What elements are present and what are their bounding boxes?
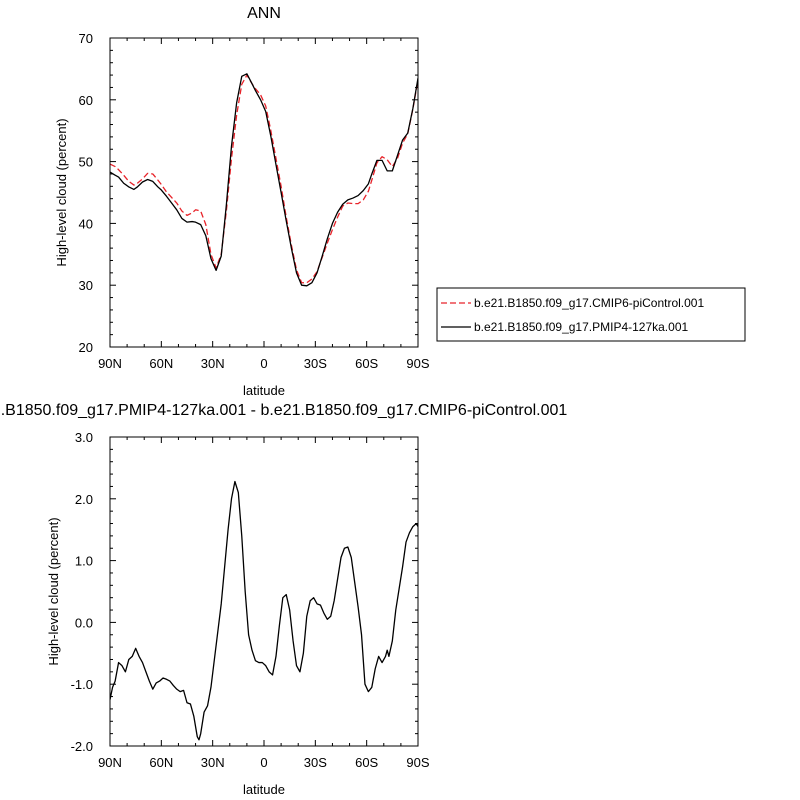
y-tick-label: 2.0 xyxy=(75,492,93,507)
x-tick-label: 60N xyxy=(149,755,173,770)
upper-chart: ANN 90N 60N 30N 0 30S 60S 90S 20 30 40 50 60 70 latitu… xyxy=(54,5,746,398)
legend-label: b.e21.B1850.f09_g17.CMIP6-piControl.001 xyxy=(474,296,704,310)
x-tick-label: 90S xyxy=(406,755,429,770)
chart-title: ANN xyxy=(247,5,281,22)
legend: b.e21.B1850.f09_g17.CMIP6-piControl.001b… xyxy=(436,287,746,342)
x-axis-label: latitude xyxy=(243,383,285,398)
legend-label: b.e21.B1850.f09_g17.PMIP4-127ka.001 xyxy=(474,320,688,334)
x-tick-label: 0 xyxy=(260,755,267,770)
x-tick-label: 30S xyxy=(304,356,327,371)
chart-title: b.e21.B1850.f09_g17.PMIP4-127ka.001 - b.… xyxy=(0,402,567,419)
x-axis-label: latitude xyxy=(243,782,285,797)
y-tick-label: 20 xyxy=(79,340,93,355)
y-tick-label: -1.0 xyxy=(71,677,93,692)
x-tick-label: 90S xyxy=(406,356,429,371)
y-tick-label: 70 xyxy=(79,31,93,46)
difference-chart: b.e21.B1850.f09_g17.PMIP4-127ka.001 - b.… xyxy=(0,402,567,797)
x-tick-label: 30N xyxy=(201,356,225,371)
x-tick-label: 90N xyxy=(98,755,122,770)
x-tick-label: 90N xyxy=(98,356,122,371)
x-tick-label: 60S xyxy=(355,356,378,371)
plot-frame xyxy=(109,436,419,747)
plot-frame xyxy=(109,37,419,348)
y-tick-label: 3.0 xyxy=(75,430,93,445)
x-tick-label: 60N xyxy=(149,356,173,371)
y-tick-label: -2.0 xyxy=(71,739,93,754)
y-axis-label: High-level cloud (percent) xyxy=(46,517,61,665)
series-line-series-0 xyxy=(110,74,418,284)
series-line-difference xyxy=(110,480,418,741)
y-tick-label: 50 xyxy=(79,155,93,170)
x-tick-label: 0 xyxy=(260,356,267,371)
x-tick-label: 30S xyxy=(304,755,327,770)
x-tick-label: 60S xyxy=(355,755,378,770)
legend-box xyxy=(436,287,746,342)
y-tick-label: 0.0 xyxy=(75,615,93,630)
y-axis-label: High-level cloud (percent) xyxy=(54,118,69,266)
y-tick-label: 30 xyxy=(79,278,93,293)
y-tick-label: 60 xyxy=(79,93,93,108)
y-tick-label: 40 xyxy=(79,216,93,231)
y-tick-label: 1.0 xyxy=(75,554,93,569)
series-line-series-1 xyxy=(110,73,418,287)
x-tick-label: 30N xyxy=(201,755,225,770)
